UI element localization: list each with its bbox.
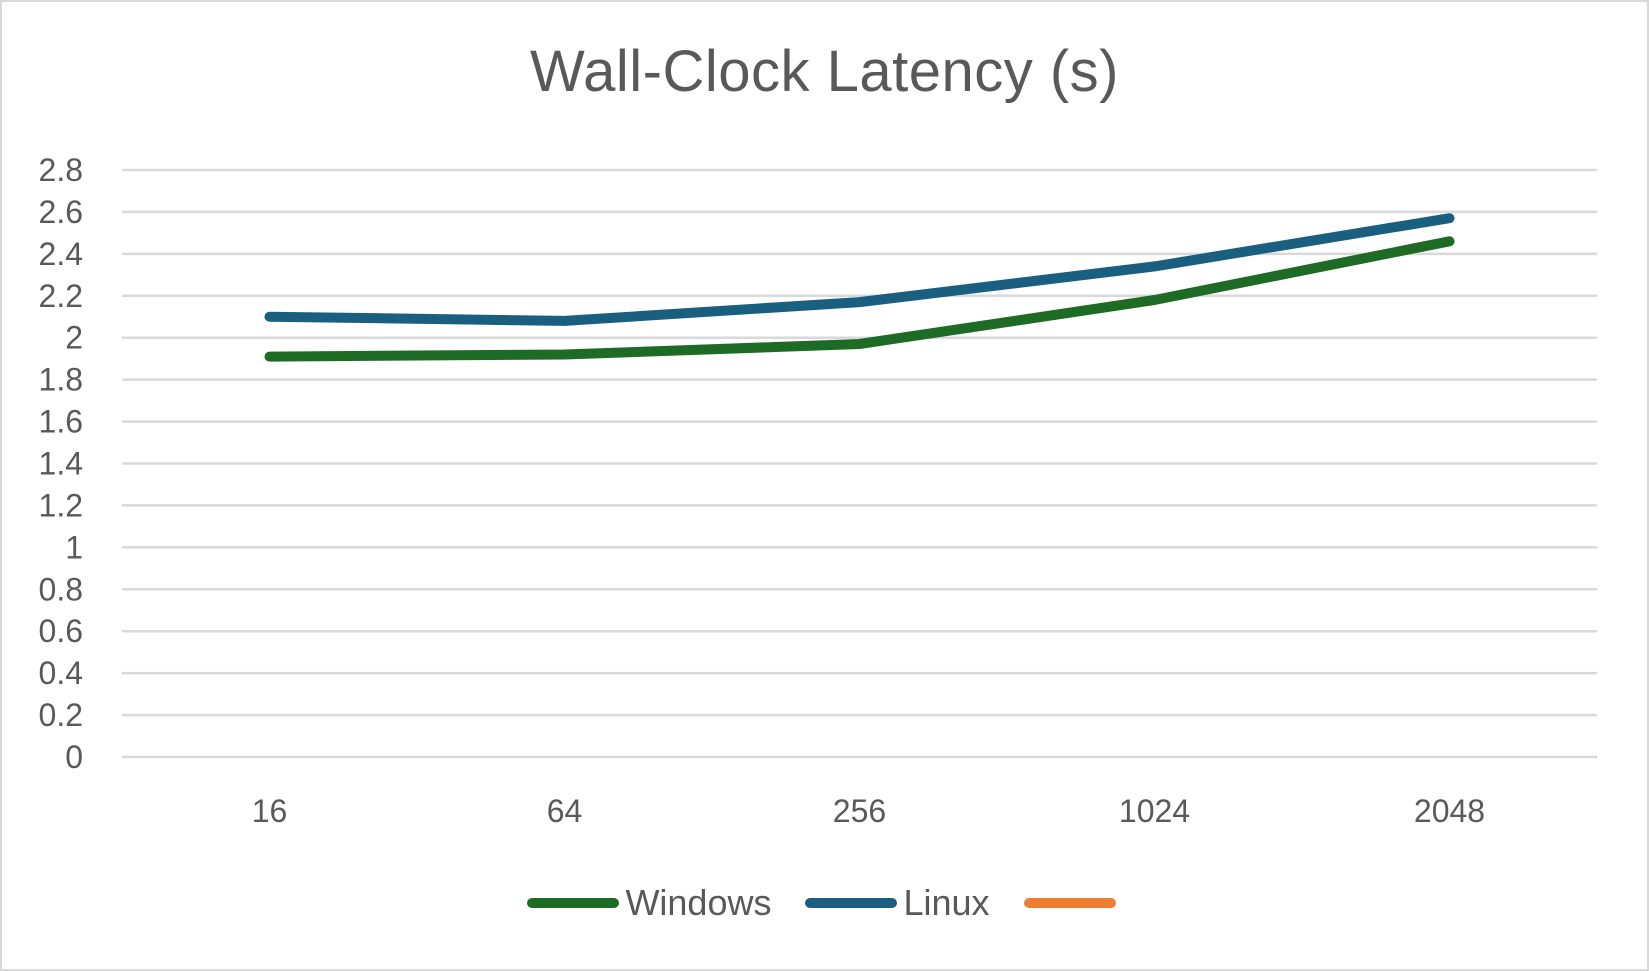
- legend-label-windows: Windows: [625, 882, 772, 923]
- y-tick-label: 0.8: [39, 571, 83, 607]
- y-tick-label: 1.6: [39, 404, 83, 440]
- legend-swatch-unnamed: [1023, 898, 1116, 908]
- legend-item-windows[interactable]: Windows: [527, 885, 771, 921]
- y-tick-label: 1: [65, 529, 83, 565]
- legend-label-linux: Linux: [903, 882, 990, 923]
- x-tick-label: 2048: [1414, 793, 1485, 829]
- y-tick-label: 1.8: [39, 362, 83, 398]
- data-series-lines: [264, 213, 1455, 362]
- x-tick-label: 64: [547, 793, 583, 829]
- legend-item-linux[interactable]: Linux: [805, 882, 990, 923]
- y-tick-label: 1.2: [39, 487, 83, 523]
- gridlines: [122, 168, 1597, 759]
- x-axis-tick-labels: 16 64 256 1024 2048: [252, 793, 1485, 829]
- x-tick-label: 256: [833, 793, 886, 829]
- y-tick-label: 1.4: [39, 446, 83, 482]
- chart-title: Wall-Clock Latency (s): [530, 39, 1119, 104]
- y-axis-tick-labels: 0 0.2 0.4 0.6 0.8 1 1.2 1.4 1.6 1.8 2 2.2 2.4 2.6 2.8: [39, 152, 83, 775]
- y-tick-label: 0.6: [39, 613, 83, 649]
- legend-swatch-windows: [527, 898, 620, 908]
- y-tick-label: 2.2: [39, 278, 83, 314]
- y-tick-label: 0: [65, 739, 83, 775]
- series-line-linux[interactable]: [264, 213, 1455, 326]
- legend: Windows Linux: [0, 878, 1649, 928]
- x-tick-label: 1024: [1119, 793, 1190, 829]
- y-tick-label: 2.6: [39, 194, 83, 230]
- y-tick-label: 0.2: [39, 697, 83, 733]
- y-tick-label: 2.8: [39, 152, 83, 188]
- y-tick-label: 2: [65, 320, 83, 356]
- y-tick-label: 2.4: [39, 236, 83, 272]
- legend-swatch-linux: [805, 898, 898, 908]
- x-tick-label: 16: [252, 793, 288, 829]
- y-tick-label: 0.4: [39, 655, 83, 691]
- legend-item-unnamed[interactable]: [1023, 898, 1122, 908]
- series-line-windows[interactable]: [264, 236, 1455, 362]
